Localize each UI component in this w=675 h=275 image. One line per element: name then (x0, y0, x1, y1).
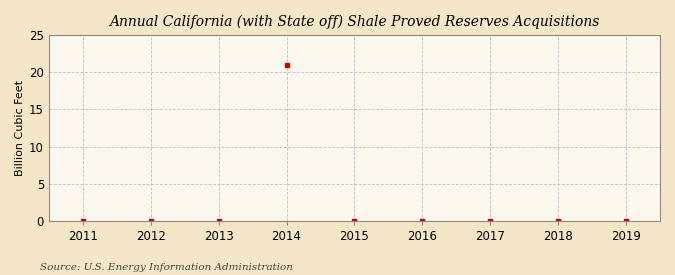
Y-axis label: Billion Cubic Feet: Billion Cubic Feet (15, 80, 25, 176)
Title: Annual California (with State off) Shale Proved Reserves Acquisitions: Annual California (with State off) Shale… (109, 15, 599, 29)
Text: Source: U.S. Energy Information Administration: Source: U.S. Energy Information Administ… (40, 263, 294, 272)
